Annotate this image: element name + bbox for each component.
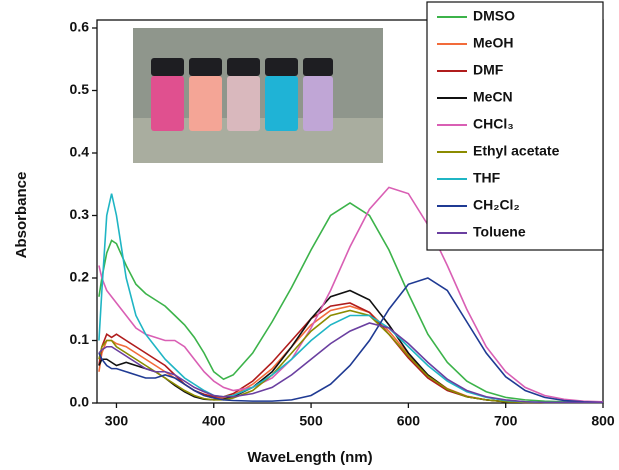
inset-photo [133, 28, 383, 163]
legend-label: CH₂Cl₂ [473, 197, 520, 213]
legend-label: Ethyl acetate [473, 143, 560, 159]
x-tick-label: 600 [397, 413, 421, 429]
x-tick-label: 800 [591, 413, 615, 429]
y-tick-label: 0.5 [70, 81, 90, 97]
vial-cap [303, 58, 333, 76]
vial-cap [227, 58, 260, 76]
legend-label: CHCl₃ [473, 116, 514, 132]
y-tick-label: 0.1 [70, 331, 90, 347]
y-tick-label: 0.0 [70, 394, 90, 410]
series-line [98, 309, 603, 404]
vial-cap [265, 58, 298, 76]
legend-label: DMSO [473, 8, 515, 24]
x-axis-title: WaveLength (nm) [247, 449, 372, 466]
vial [189, 76, 222, 131]
vial [303, 76, 333, 131]
x-tick-label: 700 [494, 413, 518, 429]
x-tick-label: 400 [202, 413, 226, 429]
legend-label: MeCN [473, 89, 513, 105]
y-tick-label: 0.2 [70, 269, 90, 285]
y-tick-label: 0.3 [70, 206, 90, 222]
legend-label: DMF [473, 62, 504, 78]
legend-label: MeOH [473, 35, 513, 51]
series-line [98, 202, 603, 404]
y-axis-title: Absorbance [13, 172, 30, 259]
legend-label: THF [473, 170, 501, 186]
vial-cap [189, 58, 222, 76]
x-tick-label: 300 [105, 413, 129, 429]
legend-label: Toluene [473, 224, 526, 240]
x-tick-label: 500 [299, 413, 323, 429]
y-tick-label: 0.4 [70, 144, 90, 160]
y-tick-label: 0.6 [70, 19, 90, 35]
series-line [98, 322, 603, 404]
vial [227, 76, 260, 131]
vial-cap [151, 58, 184, 76]
vial [265, 76, 298, 131]
series-line [98, 277, 604, 404]
vial [151, 76, 184, 131]
